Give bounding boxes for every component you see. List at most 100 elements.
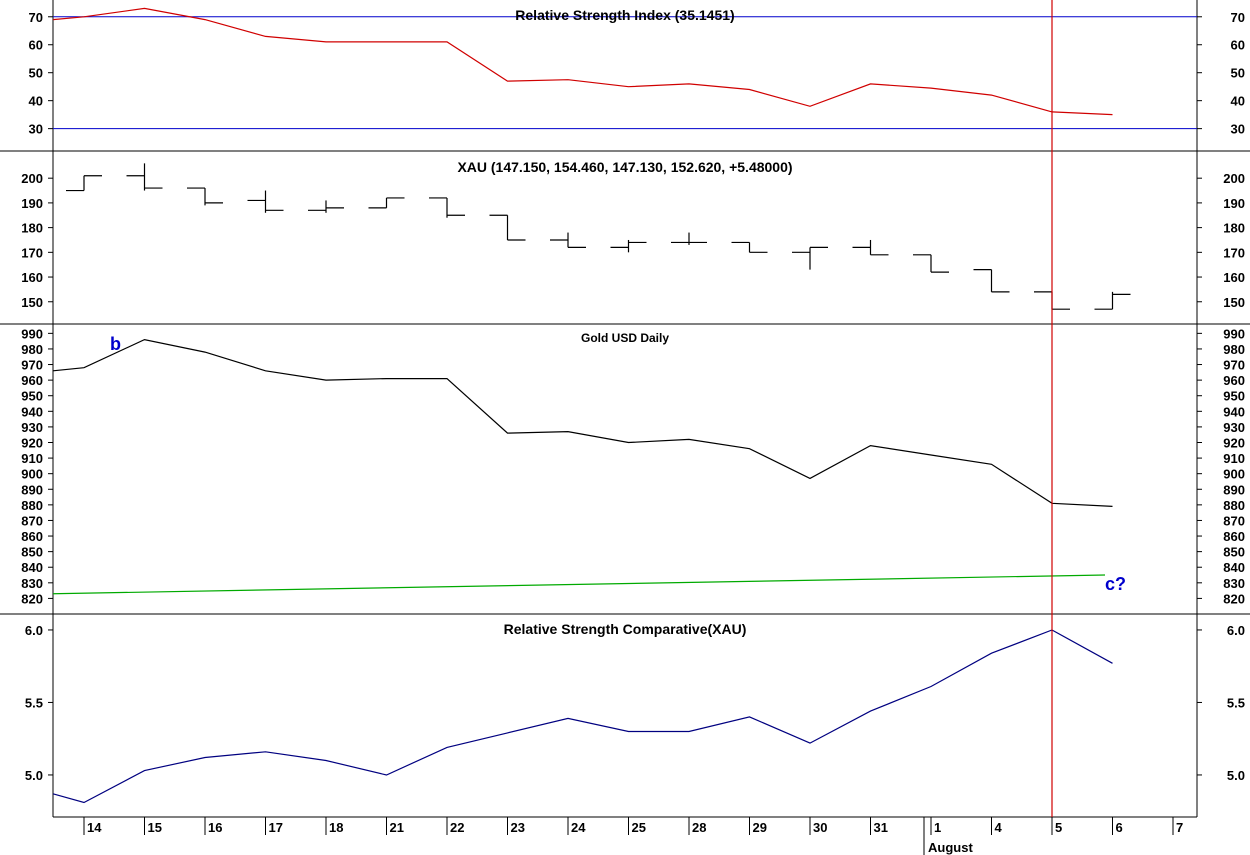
y-tick-label-left: 6.0 [25, 623, 43, 638]
gold-price-line [52, 338, 1113, 507]
x-tick-label: 1 [934, 820, 941, 835]
y-tick-label-right: 50 [1231, 66, 1245, 81]
y-tick-label-right: 30 [1231, 122, 1245, 137]
y-tick-label-left: 160 [21, 270, 43, 285]
y-tick-label-right: 900 [1223, 467, 1245, 482]
y-tick-label-right: 70 [1231, 10, 1245, 25]
y-tick-label-left: 190 [21, 196, 43, 211]
y-tick-label-right: 890 [1223, 482, 1245, 497]
y-tick-label-left: 940 [21, 404, 43, 419]
annotation-b: b [110, 334, 121, 354]
y-tick-label-left: 200 [21, 171, 43, 186]
rsi-line [52, 7, 1113, 116]
rsc-title: Relative Strength Comparative(XAU) [504, 621, 747, 637]
y-tick-label-right: 830 [1223, 576, 1245, 591]
gold-title: Gold USD Daily [581, 331, 669, 345]
x-tick-label: 22 [450, 820, 464, 835]
y-tick-label-left: 60 [29, 38, 43, 53]
y-tick-label-right: 870 [1223, 513, 1245, 528]
x-tick-label: 21 [390, 820, 404, 835]
y-tick-label-left: 40 [29, 94, 43, 109]
x-tick-label: 30 [813, 820, 827, 835]
y-tick-label-right: 970 [1223, 358, 1245, 373]
y-tick-label-left: 960 [21, 373, 43, 388]
y-tick-label-left: 910 [21, 451, 43, 466]
y-tick-label-left: 980 [21, 342, 43, 357]
y-tick-label-right: 980 [1223, 342, 1245, 357]
annotation-c: c? [1105, 574, 1126, 594]
y-tick-label-left: 5.0 [25, 768, 43, 783]
y-tick-label-right: 6.0 [1227, 623, 1245, 638]
rsi-panel: 30 30 40 40 50 50 60 60 70 70 [29, 7, 1245, 137]
x-tick-label: 31 [874, 820, 888, 835]
y-tick-label-right: 940 [1223, 404, 1245, 419]
y-tick-label-right: 200 [1223, 171, 1245, 186]
rsc-panel: 5.0 5.0 5.5 5.5 6.0 6.0 [25, 623, 1245, 804]
rsi-title: Relative Strength Index (35.1451) [515, 7, 734, 23]
y-tick-label-left: 850 [21, 545, 43, 560]
rsc-line [52, 629, 1113, 804]
x-tick-label: 5 [1055, 820, 1062, 835]
y-tick-label-right: 170 [1223, 245, 1245, 260]
x-tick-label: 4 [995, 820, 1003, 835]
y-tick-label-right: 990 [1223, 326, 1245, 341]
y-tick-label-right: 920 [1223, 435, 1245, 450]
y-tick-label-left: 950 [21, 389, 43, 404]
y-tick-label-right: 910 [1223, 451, 1245, 466]
y-tick-label-right: 860 [1223, 529, 1245, 544]
y-tick-label-left: 970 [21, 358, 43, 373]
x-tick-label: 24 [571, 820, 586, 835]
trendline [52, 574, 1106, 595]
x-tick-label: 25 [632, 820, 646, 835]
x-tick-label: 18 [329, 820, 343, 835]
y-tick-label-right: 150 [1223, 295, 1245, 310]
x-tick-label: 23 [511, 820, 525, 835]
y-tick-label-left: 5.5 [25, 695, 43, 710]
y-tick-label-right: 850 [1223, 545, 1245, 560]
y-tick-label-left: 930 [21, 420, 43, 435]
y-tick-label-left: 70 [29, 10, 43, 25]
xau-title: XAU (147.150, 154.460, 147.130, 152.620,… [457, 159, 792, 175]
y-tick-label-right: 190 [1223, 196, 1245, 211]
x-tick-label: 28 [692, 820, 706, 835]
y-tick-label-left: 890 [21, 482, 43, 497]
y-tick-label-left: 870 [21, 513, 43, 528]
y-tick-label-left: 900 [21, 467, 43, 482]
y-tick-label-left: 830 [21, 576, 43, 591]
y-tick-label-right: 960 [1223, 373, 1245, 388]
y-tick-label-right: 840 [1223, 560, 1245, 575]
x-tick-label: 7 [1176, 820, 1183, 835]
y-tick-label-left: 880 [21, 498, 43, 513]
y-tick-label-right: 5.5 [1227, 695, 1245, 710]
y-tick-label-left: 170 [21, 245, 43, 260]
y-tick-label-left: 50 [29, 66, 43, 81]
y-tick-label-left: 920 [21, 435, 43, 450]
x-tick-label: 15 [148, 820, 162, 835]
y-tick-label-left: 990 [21, 326, 43, 341]
y-tick-label-left: 30 [29, 122, 43, 137]
x-axis-month-label: August [928, 840, 973, 855]
x-tick-label: 16 [208, 820, 222, 835]
y-tick-label-left: 860 [21, 529, 43, 544]
x-tick-label: 17 [269, 820, 283, 835]
y-tick-label-right: 930 [1223, 420, 1245, 435]
y-tick-label-right: 60 [1231, 38, 1245, 53]
x-tick-label: 14 [87, 820, 102, 835]
y-tick-label-left: 150 [21, 295, 43, 310]
x-tick-label: 29 [753, 820, 767, 835]
y-tick-label-right: 160 [1223, 270, 1245, 285]
x-tick-label: 6 [1116, 820, 1123, 835]
y-tick-label-right: 820 [1223, 591, 1245, 606]
y-tick-label-right: 180 [1223, 221, 1245, 236]
y-tick-label-right: 950 [1223, 389, 1245, 404]
y-tick-label-left: 180 [21, 221, 43, 236]
y-tick-label-left: 840 [21, 560, 43, 575]
y-tick-label-right: 40 [1231, 94, 1245, 109]
y-tick-label-right: 5.0 [1227, 768, 1245, 783]
x-axis: 14 15 16 17 18 21 22 23 24 25 28 29 30 31 1 4 5 6 7 [83, 817, 1183, 855]
panel-frames [0, 0, 1250, 818]
y-tick-label-right: 880 [1223, 498, 1245, 513]
